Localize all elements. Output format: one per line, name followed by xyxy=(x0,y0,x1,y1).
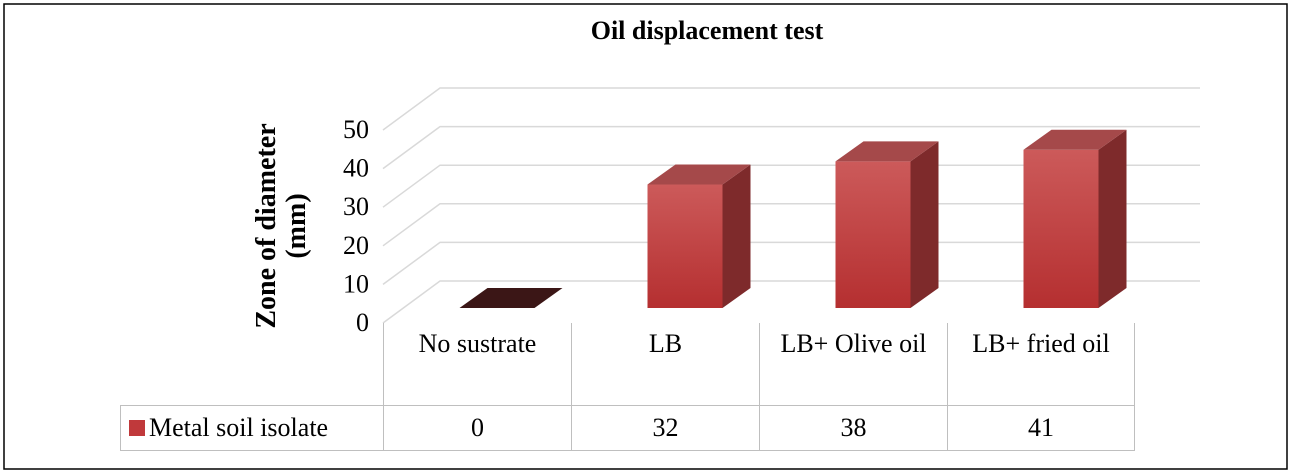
grid-line xyxy=(382,203,1200,247)
bar-side xyxy=(910,141,939,308)
bar-side xyxy=(1098,129,1127,308)
grid-line xyxy=(382,164,1200,208)
category-label: LB+ fried oil xyxy=(947,323,1135,405)
y-tick-label: 50 xyxy=(343,115,369,144)
y-tick-label: 30 xyxy=(343,192,369,221)
table-value: 0 xyxy=(383,405,571,451)
grid-line xyxy=(382,87,1200,131)
grid-line xyxy=(382,125,1200,170)
legend-label: Metal soil isolate xyxy=(149,413,329,442)
table-value: 32 xyxy=(571,405,759,451)
table-value: 38 xyxy=(759,405,947,451)
table-value: 41 xyxy=(947,405,1135,451)
bar-front xyxy=(647,184,723,308)
bar-top xyxy=(835,141,939,162)
y-tick-label: 20 xyxy=(343,231,369,260)
grid-line xyxy=(382,280,1200,324)
bar-front xyxy=(835,161,911,308)
bar xyxy=(1023,129,1127,308)
category-label: LB xyxy=(571,323,759,405)
bar-top xyxy=(1023,129,1127,150)
bar-top xyxy=(459,288,563,308)
chart-title: Oil displacement test xyxy=(591,16,824,45)
y-tick-label: 0 xyxy=(356,308,369,337)
legend-cell: Metal soil isolate xyxy=(120,405,383,451)
category-label: No sustrate xyxy=(383,323,571,405)
y-tick-label: 40 xyxy=(343,154,369,183)
category-label: LB+ Olive oil xyxy=(759,323,947,405)
y-tick-label: 10 xyxy=(343,269,369,298)
legend-swatch xyxy=(129,420,145,436)
bar-top xyxy=(647,164,751,185)
grid-line xyxy=(382,241,1200,286)
bar xyxy=(835,141,939,308)
bar xyxy=(459,288,563,308)
bar xyxy=(647,164,751,308)
bar-front xyxy=(1023,149,1099,308)
bar-side xyxy=(722,164,751,308)
y-axis-label: Zone of diameter (mm) xyxy=(251,123,312,329)
